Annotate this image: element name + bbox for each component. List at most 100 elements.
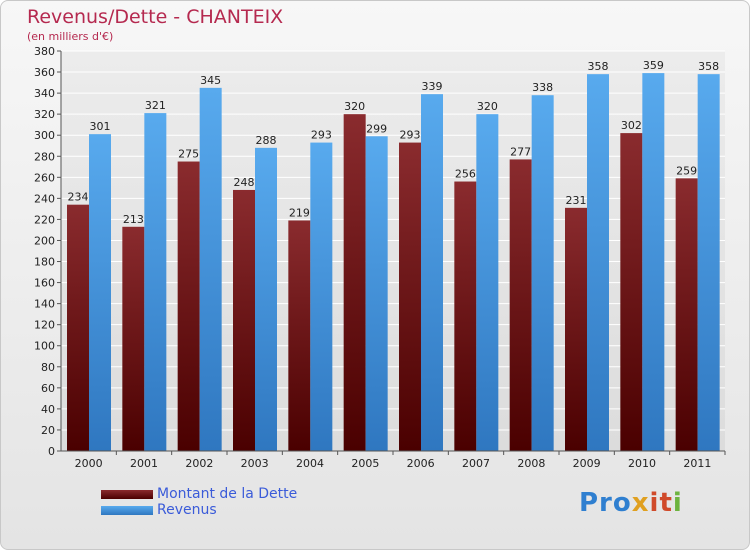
plot-background (61, 51, 725, 451)
x-tick-label-2004: 2004 (296, 457, 324, 470)
y-tick-label: 340 (34, 87, 55, 100)
x-tick-label-2009: 2009 (573, 457, 601, 470)
data-label-dette-2006: 293 (400, 129, 421, 142)
x-tick-label-2005: 2005 (351, 457, 379, 470)
x-tick-label-2002: 2002 (185, 457, 213, 470)
data-label-dette-2001: 213 (123, 213, 144, 226)
bar-dette-2007 (454, 181, 477, 452)
y-tick-label: 40 (41, 403, 55, 416)
y-tick-label: 300 (34, 129, 55, 142)
bar-dette-2000 (67, 204, 89, 451)
y-tick-label: 240 (34, 192, 55, 205)
bar-revenus-2006 (421, 94, 443, 451)
x-tick-label-2007: 2007 (462, 457, 490, 470)
data-label-revenus-2003: 288 (256, 134, 277, 147)
y-tick-label: 320 (34, 108, 55, 121)
data-label-dette-2004: 219 (289, 206, 310, 219)
logo-part-it: it (649, 488, 673, 518)
bar-revenus-2002 (199, 87, 222, 451)
legend-swatch-debt (101, 489, 153, 499)
x-tick-label-2000: 2000 (75, 457, 103, 470)
x-tick-label-2006: 2006 (407, 457, 435, 470)
data-label-dette-2010: 302 (621, 119, 642, 132)
data-label-dette-2003: 248 (234, 176, 255, 189)
bars (67, 73, 720, 452)
x-tick-label-2010: 2010 (628, 457, 656, 470)
bar-dette-2010 (620, 133, 643, 451)
y-tick-label: 120 (34, 319, 55, 332)
y-axis-ticks: 0 20 40 60 80 100 120 140 160 180 200 220 240 260 280 3… (34, 45, 725, 458)
bar-dette-2006 (399, 142, 421, 451)
bar-revenus-2000 (89, 134, 111, 451)
legend-label-revenus: Revenus (157, 502, 217, 518)
legend-swatch-revenus (101, 505, 153, 515)
data-label-revenus-2008: 338 (532, 81, 553, 94)
bar-dette-2001 (122, 226, 145, 451)
bar-dette-2011 (675, 178, 698, 452)
data-label-revenus-2000: 301 (90, 120, 111, 133)
bar-revenus-2010 (642, 73, 665, 452)
data-label-revenus-2006: 339 (422, 80, 443, 93)
x-axis-ticks: 2000 2001 2002 2003 2004 2005 2006 2007 2008 2009… (75, 451, 726, 470)
logo-part-x: x (631, 488, 650, 518)
bar-revenus-2008 (531, 95, 554, 452)
legend-item-debt: Montant de la Dette (101, 486, 297, 502)
bar-revenus-2009 (587, 74, 609, 451)
bar-revenus-2001 (144, 113, 167, 452)
y-tick-label: 280 (34, 150, 55, 163)
y-tick-label: 220 (34, 213, 55, 226)
bar-dette-2009 (565, 207, 587, 451)
y-tick-label: 0 (48, 445, 55, 458)
bar-revenus-2007 (476, 114, 499, 451)
x-tick-label-2001: 2001 (130, 457, 158, 470)
data-label-dette-2000: 234 (68, 191, 89, 204)
data-label-revenus-2011: 358 (698, 60, 719, 73)
x-tick-label-2003: 2003 (241, 457, 269, 470)
y-tick-label: 60 (41, 382, 55, 395)
bar-dette-2005 (343, 114, 366, 451)
data-label-revenus-2005: 299 (366, 122, 387, 135)
data-label-dette-2011: 259 (676, 164, 697, 177)
legend-item-revenus: Revenus (101, 502, 297, 518)
data-label-dette-2002: 275 (178, 148, 199, 161)
bar-revenus-2005 (365, 136, 388, 451)
y-tick-label: 180 (34, 256, 55, 269)
data-label-dette-2007: 256 (455, 168, 476, 181)
data-label-dette-2009: 231 (566, 194, 587, 207)
y-tick-label: 100 (34, 340, 55, 353)
data-label-dette-2008: 277 (510, 145, 531, 158)
logo-part-i: i (672, 488, 683, 518)
legend: Montant de la Dette Revenus (101, 486, 297, 518)
bar-dette-2002 (177, 161, 200, 452)
data-label-revenus-2007: 320 (477, 100, 498, 113)
data-label-revenus-2009: 358 (588, 60, 609, 73)
y-tick-label: 20 (41, 424, 55, 437)
y-tick-label: 360 (34, 66, 55, 79)
data-label-revenus-2010: 359 (643, 59, 664, 72)
y-tick-label: 80 (41, 361, 55, 374)
logo-part-pro: Pro (579, 488, 632, 518)
data-label-revenus-2004: 293 (311, 129, 332, 142)
y-tick-label: 160 (34, 277, 55, 290)
y-tick-label: 260 (34, 171, 55, 184)
legend-label-debt: Montant de la Dette (157, 486, 298, 502)
chart-subtitle: (en milliers d'€) (27, 30, 114, 43)
proxiti-logo: Proxiti (579, 488, 683, 518)
grid-lines (61, 50, 725, 452)
chart-title: Revenus/Dette - CHANTEIX (27, 6, 284, 28)
data-label-dette-2005: 320 (344, 100, 365, 113)
y-tick-label: 140 (34, 298, 55, 311)
bar-revenus-2011 (697, 74, 720, 451)
bar-dette-2008 (509, 159, 532, 451)
y-tick-label: 200 (34, 234, 55, 247)
data-label-revenus-2002: 345 (200, 74, 221, 87)
bar-dette-2004 (288, 220, 311, 451)
x-tick-label-2008: 2008 (517, 457, 545, 470)
bar-revenus-2003 (255, 147, 277, 451)
y-tick-label: 380 (34, 45, 55, 58)
bar-dette-2003 (233, 189, 255, 451)
bar-revenus-2004 (310, 142, 333, 451)
